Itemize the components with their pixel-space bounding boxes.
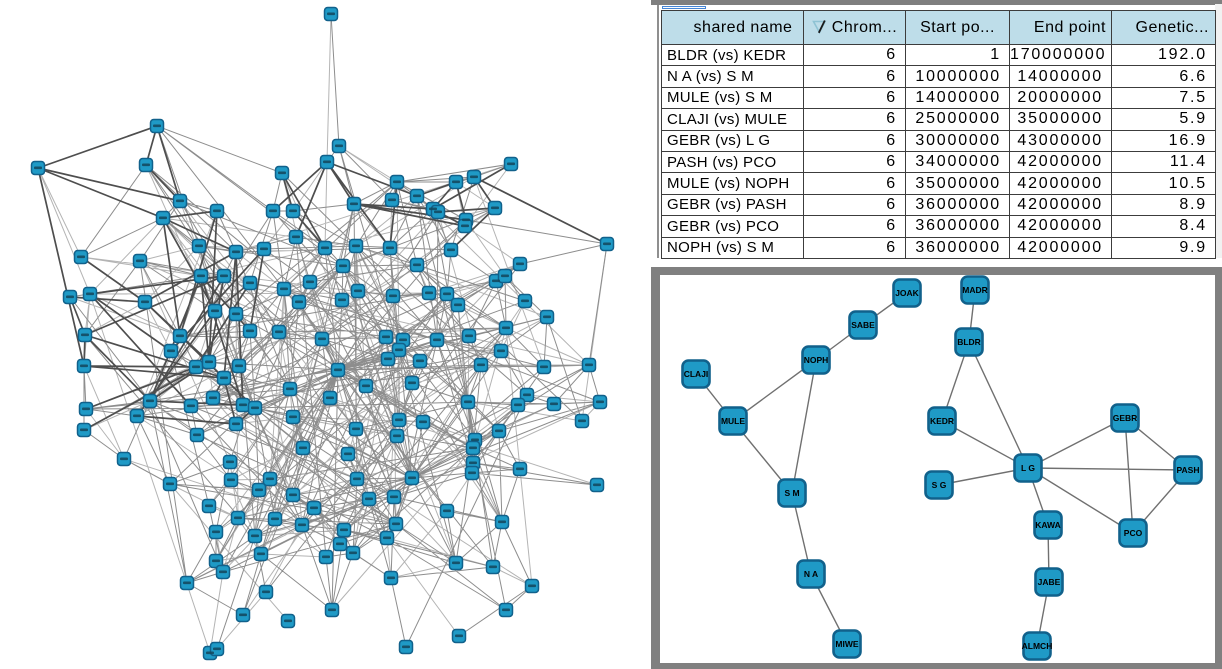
svg-text:NOPH: NOPH <box>804 355 829 365</box>
svg-text:JOAK: JOAK <box>895 288 919 298</box>
svg-text:L G: L G <box>1021 463 1035 473</box>
svg-text:SABE: SABE <box>851 320 875 330</box>
svg-text:MIWE: MIWE <box>835 639 858 649</box>
svg-text:MADR: MADR <box>962 285 988 295</box>
svg-text:ALMCH: ALMCH <box>1022 641 1053 651</box>
svg-text:BLDR: BLDR <box>957 337 981 347</box>
svg-text:JABE: JABE <box>1038 577 1061 587</box>
svg-text:MULE: MULE <box>721 416 745 426</box>
svg-text:PASH: PASH <box>1177 465 1200 475</box>
svg-text:KEDR: KEDR <box>930 416 954 426</box>
svg-text:GEBR: GEBR <box>1113 413 1138 423</box>
svg-text:S G: S G <box>932 480 947 490</box>
svg-text:CLAJI: CLAJI <box>684 369 709 379</box>
svg-text:PCO: PCO <box>1124 528 1143 538</box>
svg-text:KAWA: KAWA <box>1035 520 1061 530</box>
svg-text:N A: N A <box>804 569 818 579</box>
svg-text:S M: S M <box>784 488 799 498</box>
